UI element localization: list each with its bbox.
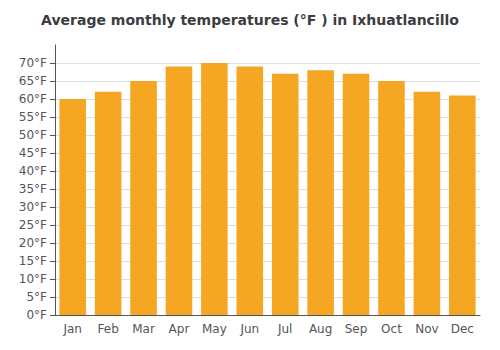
svg-text:30°F: 30°F [19,200,47,214]
svg-text:Oct: Oct [381,322,402,336]
svg-text:15°F: 15°F [19,254,47,268]
svg-text:Feb: Feb [98,322,119,336]
svg-text:0°F: 0°F [26,308,47,322]
svg-text:Nov: Nov [415,322,438,336]
svg-text:35°F: 35°F [19,182,47,196]
svg-text:Mar: Mar [132,322,155,336]
svg-text:Jul: Jul [277,322,292,336]
svg-text:10°F: 10°F [19,272,47,286]
svg-text:5°F: 5°F [26,290,47,304]
svg-text:Sep: Sep [345,322,368,336]
svg-text:70°F: 70°F [19,56,47,70]
svg-text:Aug: Aug [309,322,332,336]
svg-text:40°F: 40°F [19,164,47,178]
svg-text:20°F: 20°F [19,236,47,250]
svg-text:Dec: Dec [451,322,474,336]
svg-text:Apr: Apr [169,322,190,336]
svg-text:45°F: 45°F [19,146,47,160]
svg-text:Jan: Jan [62,322,82,336]
svg-text:60°F: 60°F [19,92,47,106]
svg-text:50°F: 50°F [19,128,47,142]
svg-text:65°F: 65°F [19,74,47,88]
svg-text:Average monthly temperatures (: Average monthly temperatures (°F ) in Ix… [41,12,459,28]
svg-text:55°F: 55°F [19,110,47,124]
svg-text:25°F: 25°F [19,218,47,232]
svg-text:Jun: Jun [239,322,259,336]
svg-text:May: May [202,322,227,336]
